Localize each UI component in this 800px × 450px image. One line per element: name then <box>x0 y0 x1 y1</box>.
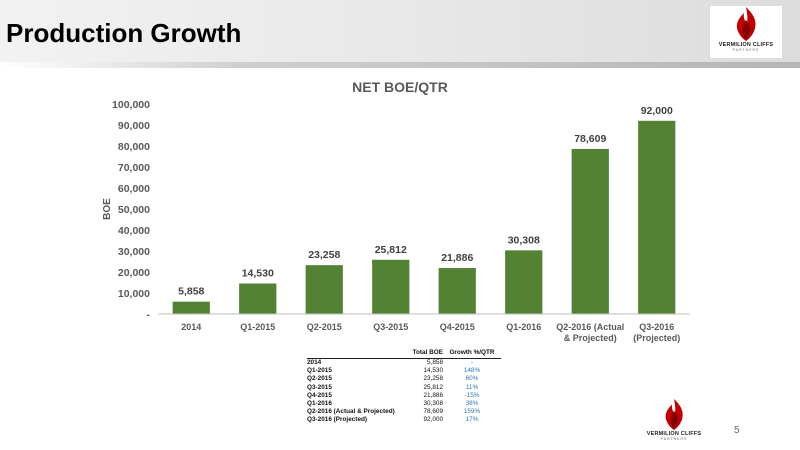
bar-data-label: 14,530 <box>242 267 274 279</box>
company-logo: VERMILION CLIFFS PARTNERS <box>710 6 782 58</box>
x-tick-label: Q1-2015 <box>240 322 275 332</box>
bar <box>172 301 210 314</box>
table-cell-boe: 21,886 <box>423 391 443 399</box>
x-tick-label: 2014 <box>181 322 201 332</box>
y-tick-label: 40,000 <box>118 225 150 237</box>
x-tick-label: Q2-2015 <box>307 322 342 332</box>
table-cell-boe: 25,812 <box>423 383 443 391</box>
header-divider <box>0 62 800 68</box>
table-row: Q4-2015 21,886 -15% <box>307 392 501 400</box>
table-cell-boe: 5,858 <box>427 359 443 366</box>
y-tick-label: 60,000 <box>118 183 150 195</box>
y-tick-label: 50,000 <box>118 204 150 216</box>
table-row: 2014 5,858 - <box>307 359 501 368</box>
bar <box>638 120 676 314</box>
y-tick-label: - <box>147 309 151 321</box>
table-cell-period: Q1-2015 <box>307 367 332 375</box>
chart-title: NET BOE/QTR <box>352 79 448 95</box>
table-cell-boe: 92,000 <box>423 416 443 424</box>
table-cell-boe: 14,530 <box>423 367 443 375</box>
bar-data-label: 5,858 <box>178 286 204 298</box>
y-tick-label: 20,000 <box>118 267 150 279</box>
table-cell-period: Q2-2015 <box>307 375 332 383</box>
x-axis-labels: 2014 Q1-2015 Q2-2015 Q3-2015 Q4-2015 Q1-2016 Q… <box>181 322 680 343</box>
bar <box>239 283 277 314</box>
table-row: Q3-2015 25,812 11% <box>307 384 501 392</box>
bar-data-label: 92,000 <box>641 105 673 117</box>
bar-data-label: 78,609 <box>574 133 606 145</box>
table-cell-period: Q2-2016 (Actual & Projected) <box>307 408 395 416</box>
bar-data-label: 23,258 <box>308 249 340 261</box>
x-tick-label: Q3-2016 (Projected) <box>633 322 680 343</box>
table-cell-growth: 159% <box>463 408 481 416</box>
table-cell-growth: 60% <box>465 375 479 383</box>
bar-data-label: 21,886 <box>441 252 473 264</box>
bar <box>438 268 476 314</box>
table-cell-boe: 23,258 <box>423 375 443 383</box>
logo-subtitle: PARTNERS <box>660 437 688 441</box>
table-cell-growth: 38% <box>465 400 479 408</box>
table-cell-growth: -15% <box>464 391 480 399</box>
table-row: Q2-2015 23,258 60% <box>307 375 501 383</box>
bar-chart: NET BOE/QTR BOE - 10,000 20,000 30,000 40,00… <box>102 79 690 343</box>
x-tick-label: Q1-2016 <box>506 322 541 332</box>
bar <box>571 148 609 314</box>
logo-name: VERMILION CLIFFS <box>718 42 774 48</box>
table-cell-boe: 30,308 <box>423 400 443 408</box>
bar <box>305 265 343 314</box>
table-cell-period: Q4-2015 <box>307 391 332 399</box>
y-tick-label: 10,000 <box>118 288 150 300</box>
y-tick-label: 70,000 <box>118 162 150 174</box>
table-cell-period: 2014 <box>307 359 322 366</box>
bars: 5,858 14,530 23,258 25,812 21,886 30,308 78,60… <box>172 105 676 314</box>
y-axis-ticks: - 10,000 20,000 30,000 40,000 50,000 60,000 70,… <box>112 99 150 321</box>
table-cell-growth: 17% <box>465 416 479 424</box>
table-cell-growth: 11% <box>465 383 479 391</box>
table-row: Q1-2015 14,530 148% <box>307 367 501 375</box>
table-header-period <box>307 348 403 359</box>
page-title: Production Growth <box>6 18 242 48</box>
table-row: Q3-2016 (Projected) 92,000 17% <box>307 416 501 424</box>
logo-subtitle: PARTNERS <box>732 48 760 52</box>
table-cell-period: Q1-2016 <box>307 400 332 408</box>
y-tick-label: 80,000 <box>118 141 150 153</box>
table-header-growth: Growth %/QTR <box>443 348 501 359</box>
y-tick-label: 90,000 <box>118 120 150 132</box>
y-tick-label: 100,000 <box>112 99 150 111</box>
table-cell-period: Q3-2016 (Projected) <box>307 416 368 424</box>
table-cell-growth: 148% <box>463 367 481 375</box>
x-tick-label: Q3-2015 <box>373 322 408 332</box>
table-cell-growth: - <box>470 359 474 366</box>
bar-data-label: 30,308 <box>508 234 540 246</box>
table-row: Q1-2016 30,308 38% <box>307 400 501 408</box>
header-band <box>0 0 800 62</box>
x-tick-label: Q4-2015 <box>440 322 475 332</box>
table-header-total-boe: Total BOE <box>403 348 443 359</box>
flame-icon <box>736 7 756 41</box>
bar <box>505 250 543 314</box>
table-cell-boe: 78,609 <box>423 408 443 416</box>
x-tick-label: Q2-2016 (Actual & Projected) <box>556 322 624 343</box>
y-tick-label: 30,000 <box>118 246 150 258</box>
table-header-row: Total BOE Growth %/QTR <box>307 348 501 359</box>
page-number: 5 <box>734 425 740 436</box>
company-logo-footer: VERMILION CLIFFS PARTNERS <box>638 398 710 448</box>
bar-data-label: 25,812 <box>375 244 407 256</box>
y-axis-label: BOE <box>102 198 113 220</box>
bar <box>372 259 410 314</box>
boe-growth-table: Total BOE Growth %/QTR 2014 5,858 - Q1-2… <box>307 348 501 425</box>
table-cell-period: Q3-2015 <box>307 383 332 391</box>
logo-name: VERMILION CLIFFS <box>646 431 702 437</box>
flame-icon <box>665 398 683 431</box>
table-row: Q2-2016 (Actual & Projected) 78,609 159% <box>307 408 501 416</box>
